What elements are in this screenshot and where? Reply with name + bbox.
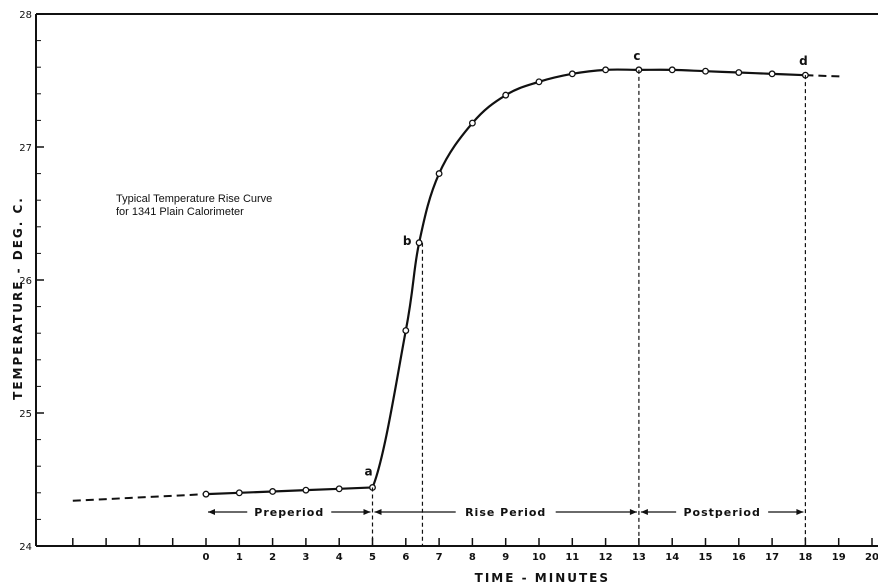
y-tick-label: 24 <box>19 542 32 553</box>
data-point <box>702 67 709 75</box>
x-tick-label: 11 <box>565 552 579 563</box>
extrapolation-before-line <box>72 493 207 502</box>
x-tick-label: 9 <box>502 552 509 563</box>
temperature-curve <box>205 68 806 496</box>
data-point <box>335 485 343 493</box>
data-point <box>435 170 443 178</box>
x-tick-label: 7 <box>436 552 443 563</box>
x-axis-title: TIME - MINUTES <box>475 571 610 585</box>
extrapolation-after-line <box>805 74 843 78</box>
data-point <box>735 69 743 76</box>
y-tick-label: 27 <box>19 143 32 154</box>
data-point <box>668 66 676 74</box>
y-axis-title: TEMPERATURE - DEG. C. <box>11 196 25 400</box>
data-point <box>535 78 543 86</box>
point-label-a: a <box>364 464 372 478</box>
period-label: Rise Period <box>465 506 546 519</box>
x-tick-label: 20 <box>865 552 878 563</box>
period-arrow-right <box>796 509 804 515</box>
x-tick-label: 12 <box>599 552 613 563</box>
y-tick-label: 26 <box>19 276 32 287</box>
data-point <box>768 70 776 78</box>
point-label-c: c <box>633 49 640 63</box>
period-arrow-left <box>374 509 382 515</box>
x-tick-label: 16 <box>732 552 746 563</box>
data-point <box>468 119 476 127</box>
x-tick-label: 13 <box>632 552 646 563</box>
x-tick-label: 3 <box>302 552 309 563</box>
data-point <box>402 327 410 334</box>
period-label: Preperiod <box>254 506 324 519</box>
x-tick-label: 0 <box>203 552 210 563</box>
chart-annotation: Typical Temperature Rise Curve <box>116 193 272 205</box>
period-arrow-right <box>363 509 371 515</box>
y-tick-label: 25 <box>19 409 32 420</box>
x-tick-label: 5 <box>369 552 376 563</box>
x-tick-label: 6 <box>402 552 409 563</box>
data-point <box>302 486 310 494</box>
x-tick-label: 19 <box>832 552 846 563</box>
data-point <box>602 66 610 74</box>
chart-annotation: for 1341 Plain Calorimeter <box>116 206 244 218</box>
data-point <box>202 490 210 498</box>
period-label: Postperiod <box>683 506 760 519</box>
x-tick-label: 10 <box>532 552 546 563</box>
x-tick-label: 15 <box>699 552 713 563</box>
x-tick-label: 18 <box>798 552 812 563</box>
x-tick-label: 2 <box>269 552 276 563</box>
data-point <box>269 488 277 495</box>
data-point <box>235 489 243 497</box>
data-point <box>502 91 510 99</box>
data-point <box>568 70 576 78</box>
period-arrow-left <box>208 509 215 515</box>
point-label-d: d <box>799 54 808 68</box>
period-arrow-left <box>640 509 648 515</box>
y-tick-label: 28 <box>19 10 32 21</box>
x-tick-label: 14 <box>665 552 679 563</box>
x-tick-label: 4 <box>336 552 343 563</box>
data-point <box>415 239 423 247</box>
period-arrow-right <box>629 509 637 515</box>
x-tick-label: 1 <box>236 552 243 563</box>
point-label-b: b <box>403 234 412 248</box>
x-tick-label: 8 <box>469 552 476 563</box>
x-tick-label: 17 <box>765 552 779 563</box>
